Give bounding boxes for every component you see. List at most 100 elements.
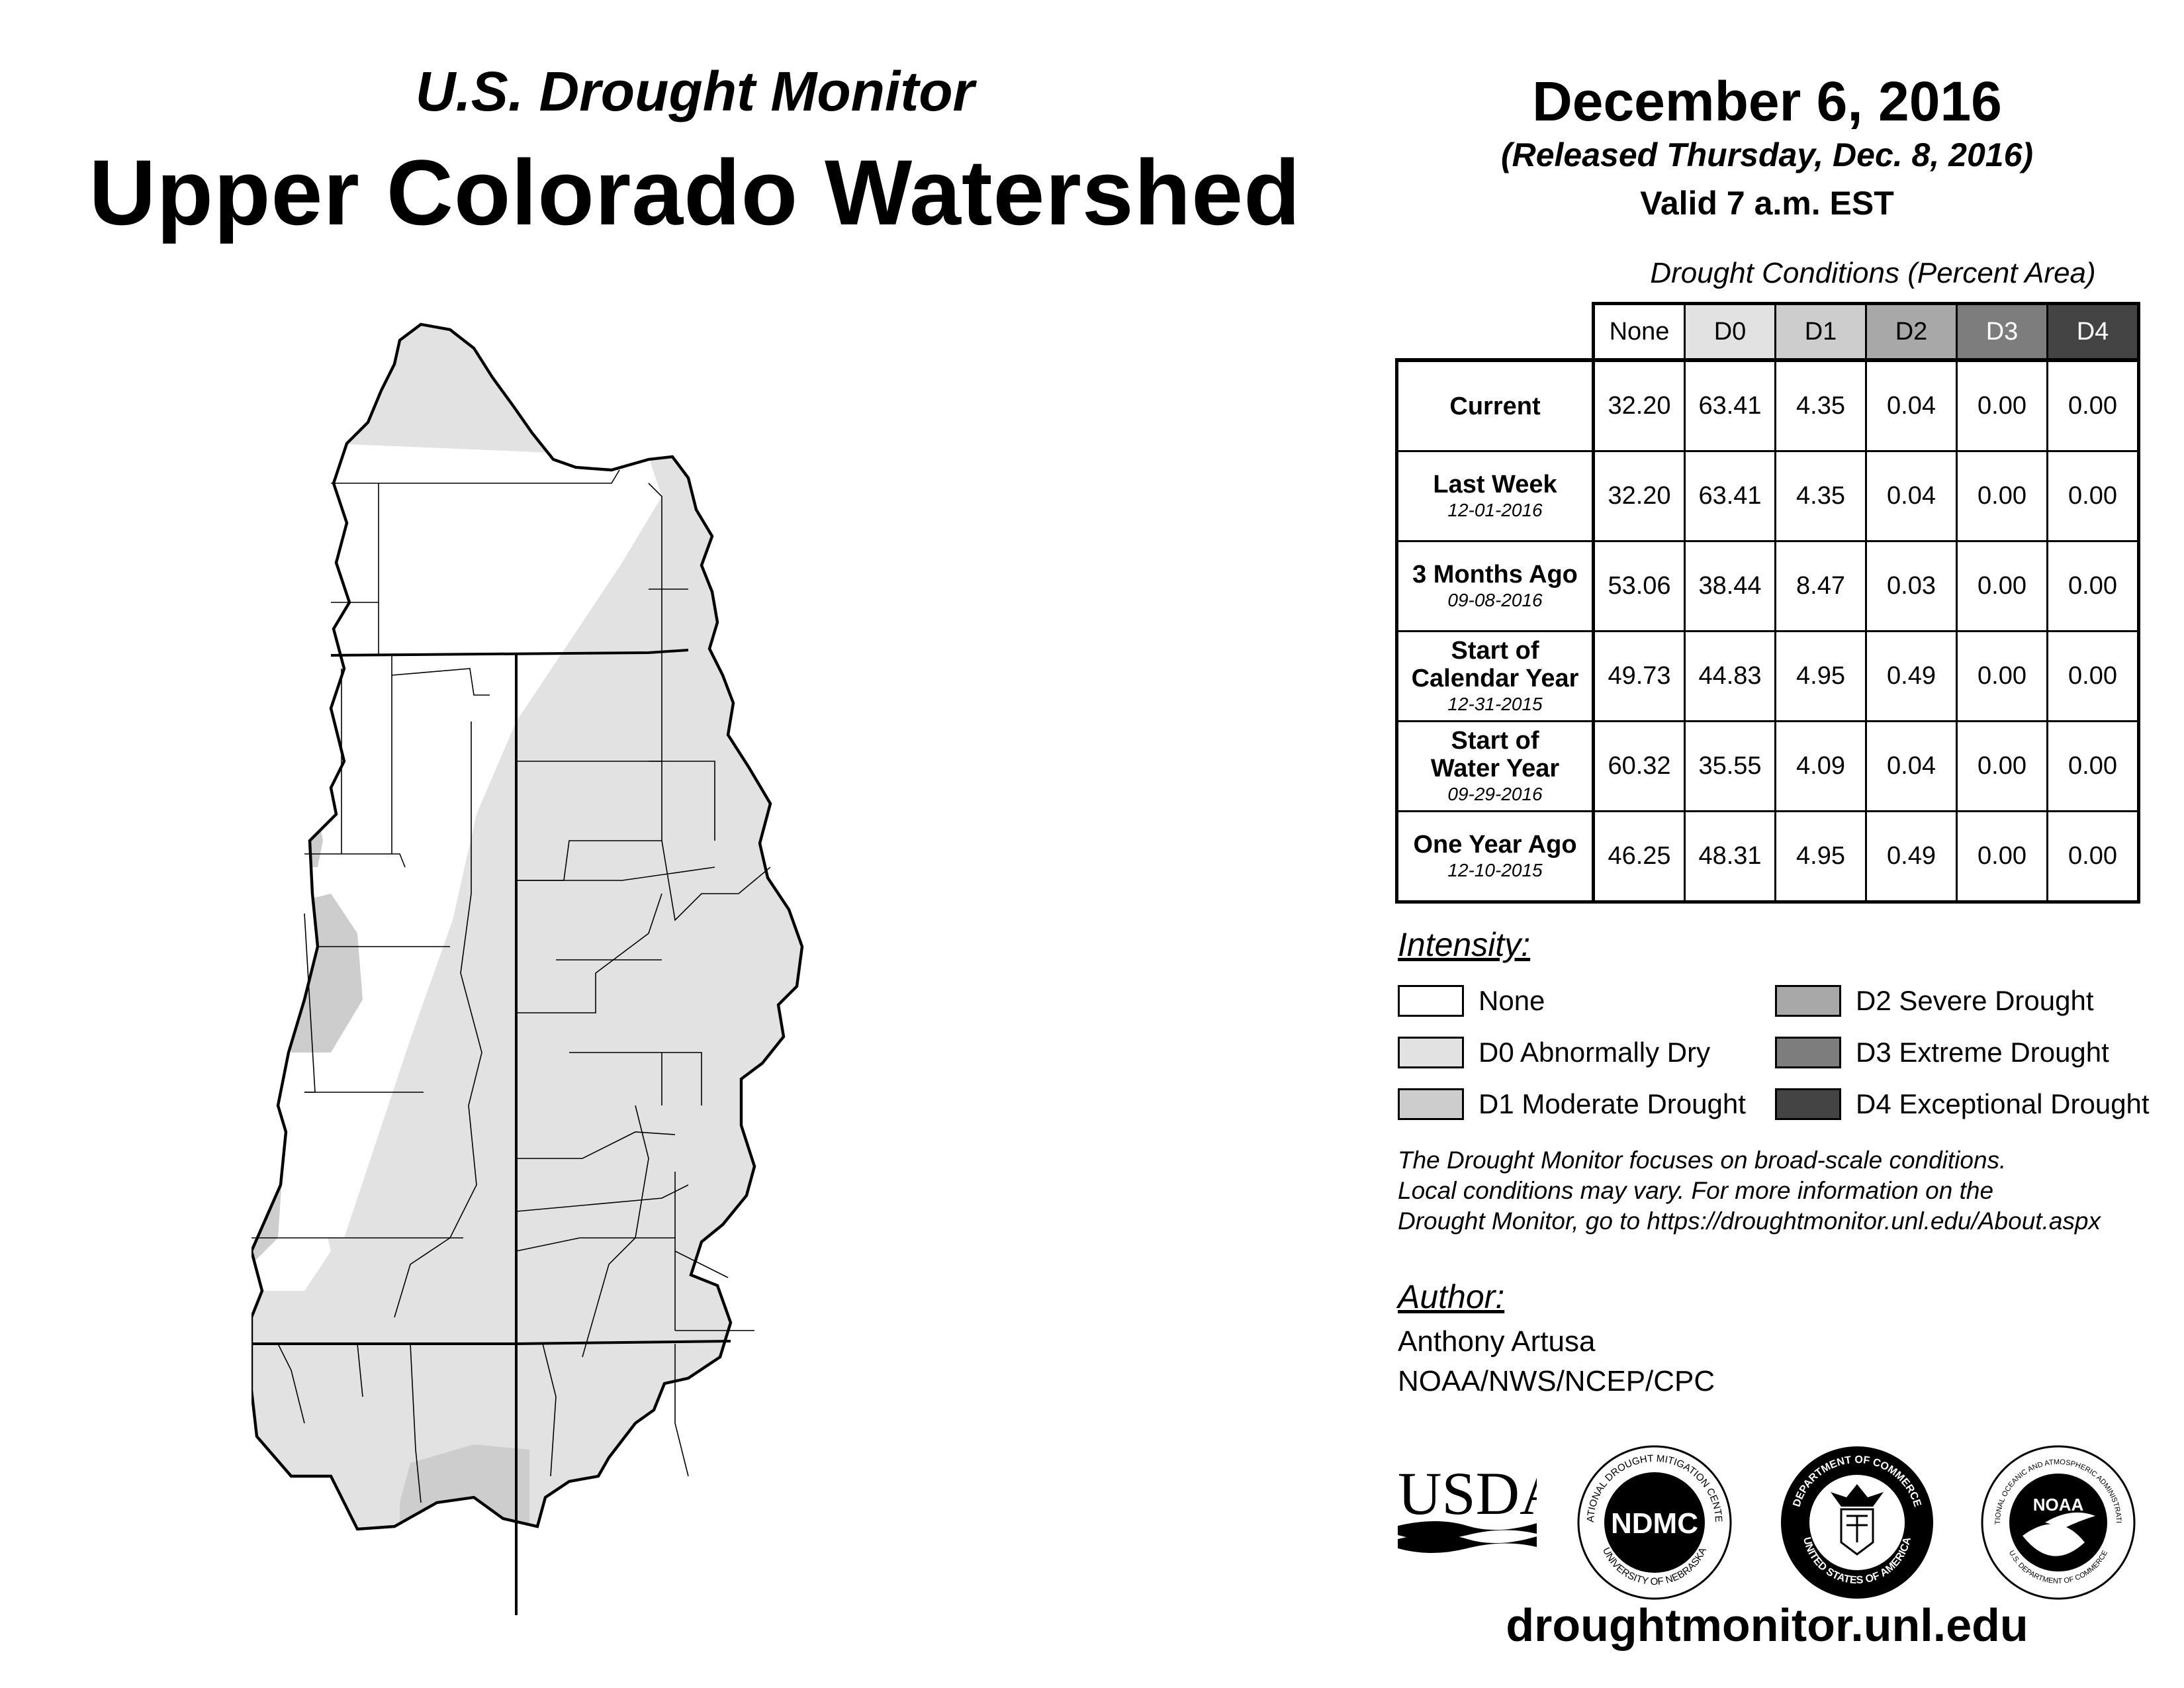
row-date: 09-08-2016 (1447, 589, 1543, 610)
drought-table: None D0 D1 D2 D3 D4 Current 32.20 63.41 4.35 0.04… (1395, 302, 2140, 904)
disclaimer-line: Drought Monitor, go to https://droughtmo… (1398, 1207, 2101, 1235)
table-cell: 4.09 (1774, 720, 1867, 812)
commerce-logo: DEPARTMENT OF COMMERCE UNITED STATES OF … (1781, 1446, 1933, 1599)
table-cell: 0.00 (1956, 450, 2048, 542)
legend-swatch (1775, 985, 1841, 1017)
legend-item: None (1398, 982, 1545, 1019)
legend-item: D3 Extreme Drought (1775, 1034, 2109, 1071)
table-cell: 0.04 (1865, 450, 1958, 542)
row-label: Start of Water Year 09-29-2016 (1395, 720, 1595, 812)
ndmc-logo: NATIONAL DROUGHT MITIGATION CENTER UNIVE… (1575, 1443, 1732, 1600)
legend-label: D4 Exceptional Drought (1856, 1088, 2150, 1119)
legend-label: D2 Severe Drought (1856, 985, 2094, 1016)
row-label-line: Current (1449, 392, 1541, 420)
table-cell: 0.00 (2046, 540, 2140, 632)
table-cell: 0.00 (1956, 630, 2048, 722)
table-cell: 0.49 (1865, 810, 1958, 904)
column-header: D3 (1956, 302, 2048, 361)
legend-label: D0 Abnormally Dry (1479, 1037, 1711, 1068)
svg-text:NDMC: NDMC (1611, 1507, 1698, 1540)
table-header-row: None D0 D1 D2 D3 D4 (1397, 302, 2140, 361)
row-label-line: Start of (1451, 726, 1539, 755)
column-header: D2 (1865, 302, 1958, 361)
table-cell: 4.95 (1774, 630, 1867, 722)
table-cell: 0.00 (1956, 358, 2048, 452)
legend-label: D3 Extreme Drought (1856, 1037, 2109, 1068)
region-title: Upper Colorado Watershed (89, 140, 1301, 244)
table-row: Last Week 12-01-2016 32.20 63.41 4.35 0.04 0.0… (1395, 450, 2140, 542)
none-area-northeast (437, 459, 649, 708)
legend-title: Intensity: (1398, 926, 1531, 963)
table-cell: 32.20 (1592, 450, 1686, 542)
author-title: Author: (1398, 1278, 1505, 1315)
table-cell: 0.04 (1865, 720, 1958, 812)
row-date: 12-01-2016 (1447, 499, 1543, 520)
d1-area-south (400, 1444, 529, 1529)
website-url[interactable]: droughtmonitor.unl.edu (1506, 1599, 2028, 1651)
table-row: One Year Ago 12-10-2015 46.25 48.31 4.95 0.49… (1395, 810, 2140, 904)
legend-item: D0 Abnormally Dry (1398, 1034, 1710, 1071)
row-date: 12-31-2015 (1447, 693, 1543, 714)
row-label: 3 Months Ago 09-08-2016 (1395, 540, 1595, 632)
map-date: December 6, 2016 (1532, 70, 2002, 132)
table-cell: 4.95 (1774, 810, 1867, 904)
none-area-east (1032, 708, 1072, 774)
table-cell: 8.47 (1774, 540, 1867, 632)
state-lines (251, 649, 731, 1615)
table-row: Start of Calendar Year 12-31-2015 49.73 44.8… (1395, 630, 2140, 722)
disclaimer-line: Local conditions may vary. For more info… (1398, 1177, 1994, 1204)
row-label-line: Calendar Year (1411, 664, 1579, 692)
table-cell: 0.00 (2046, 810, 2140, 904)
legend-label: None (1479, 985, 1545, 1016)
column-header: D1 (1774, 302, 1867, 361)
table-cell: 46.25 (1592, 810, 1686, 904)
legend-swatch (1775, 1088, 1841, 1120)
table-caption: Drought Conditions (Percent Area) (1650, 257, 2096, 289)
county-lines (251, 469, 771, 1503)
table-cell: 60.32 (1592, 720, 1686, 812)
legend-swatch (1398, 985, 1464, 1017)
row-label: Start of Calendar Year 12-31-2015 (1395, 630, 1595, 722)
table-cell: 44.83 (1684, 630, 1776, 722)
row-label-line: Water Year (1430, 754, 1560, 782)
table-row: Current 32.20 63.41 4.35 0.04 0.00 0.00 (1395, 358, 2140, 452)
table-cell: 0.04 (1865, 358, 1958, 452)
author-org: NOAA/NWS/NCEP/CPC (1398, 1365, 1715, 1397)
legend-swatch (1398, 1037, 1464, 1068)
table-cell: 0.03 (1865, 540, 1958, 632)
table-corner (1397, 304, 1594, 361)
table-cell: 38.44 (1684, 540, 1776, 632)
none-area-southeast (831, 1344, 887, 1463)
table-row: 3 Months Ago 09-08-2016 53.06 38.44 8.47 0.03… (1395, 540, 2140, 632)
valid-time: Valid 7 a.m. EST (1640, 185, 1894, 222)
table-cell: 63.41 (1684, 358, 1776, 452)
row-date: 12-10-2015 (1447, 859, 1543, 880)
table-cell: 0.00 (1956, 720, 2048, 812)
table-cell: 4.35 (1774, 450, 1867, 542)
table-cell: 0.49 (1865, 630, 1958, 722)
noaa-logo: NATIONAL OCEANIC AND ATMOSPHERIC ADMINIS… (1979, 1443, 2136, 1600)
row-label: Last Week 12-01-2016 (1395, 450, 1595, 542)
row-date: 09-29-2016 (1447, 783, 1543, 804)
legend-item: D4 Exceptional Drought (1775, 1086, 2150, 1123)
legend-swatch (1398, 1088, 1464, 1120)
legend-label: D1 Moderate Drought (1479, 1088, 1746, 1119)
drought-map (251, 311, 1138, 1615)
brand-title: U.S. Drought Monitor (415, 60, 975, 122)
row-label-line: One Year Ago (1413, 830, 1577, 859)
table-cell: 53.06 (1592, 540, 1686, 632)
table-cell: 35.55 (1684, 720, 1776, 812)
table-cell: 49.73 (1592, 630, 1686, 722)
column-header: None (1592, 302, 1686, 361)
table-cell: 48.31 (1684, 810, 1776, 904)
legend-item: D2 Severe Drought (1775, 982, 2094, 1019)
table-cell: 0.00 (2046, 358, 2140, 452)
row-label: One Year Ago 12-10-2015 (1395, 810, 1595, 904)
table-cell: 32.20 (1592, 358, 1686, 452)
row-label-line: Start of (1451, 636, 1539, 665)
disclaimer-line: The Drought Monitor focuses on broad-sca… (1398, 1147, 2007, 1174)
table-row: Start of Water Year 09-29-2016 60.32 35.55 4.… (1395, 720, 2140, 812)
table-cell: 0.00 (1956, 810, 2048, 904)
